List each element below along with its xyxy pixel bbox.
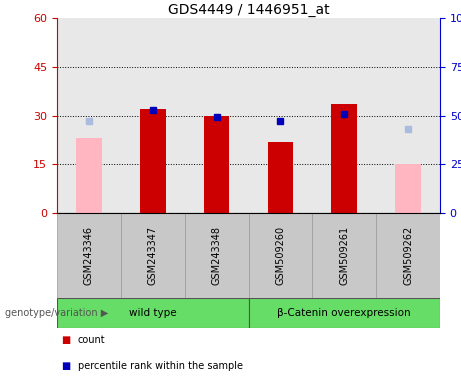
Text: ■: ■ xyxy=(62,334,71,344)
Text: percentile rank within the sample: percentile rank within the sample xyxy=(78,361,243,371)
Text: GSM243347: GSM243347 xyxy=(148,226,158,285)
Bar xyxy=(376,213,440,298)
Bar xyxy=(57,298,248,328)
Bar xyxy=(331,104,357,213)
Text: count: count xyxy=(78,334,106,344)
Text: genotype/variation ▶: genotype/variation ▶ xyxy=(5,308,108,318)
Text: GSM509261: GSM509261 xyxy=(339,226,349,285)
Bar xyxy=(57,213,121,298)
Bar xyxy=(185,213,248,298)
Bar xyxy=(140,109,165,213)
Text: GSM509262: GSM509262 xyxy=(403,226,413,285)
Bar xyxy=(204,116,230,213)
Text: GSM509260: GSM509260 xyxy=(275,226,285,285)
Bar xyxy=(396,164,421,213)
Bar xyxy=(248,213,313,298)
Text: ■: ■ xyxy=(62,361,71,371)
Text: GSM243348: GSM243348 xyxy=(212,226,222,285)
Text: wild type: wild type xyxy=(129,308,177,318)
Bar xyxy=(76,138,102,213)
Bar xyxy=(268,141,293,213)
Text: β-Catenin overexpression: β-Catenin overexpression xyxy=(278,308,411,318)
Bar xyxy=(248,298,440,328)
Bar xyxy=(313,213,376,298)
Text: GSM243346: GSM243346 xyxy=(84,226,94,285)
Bar xyxy=(121,213,185,298)
Title: GDS4449 / 1446951_at: GDS4449 / 1446951_at xyxy=(168,3,329,17)
